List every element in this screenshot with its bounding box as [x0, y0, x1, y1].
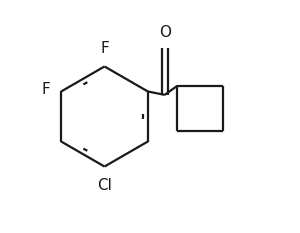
Text: F: F	[41, 82, 50, 97]
Text: O: O	[159, 25, 171, 40]
Text: Cl: Cl	[97, 178, 112, 193]
Text: F: F	[100, 41, 109, 56]
